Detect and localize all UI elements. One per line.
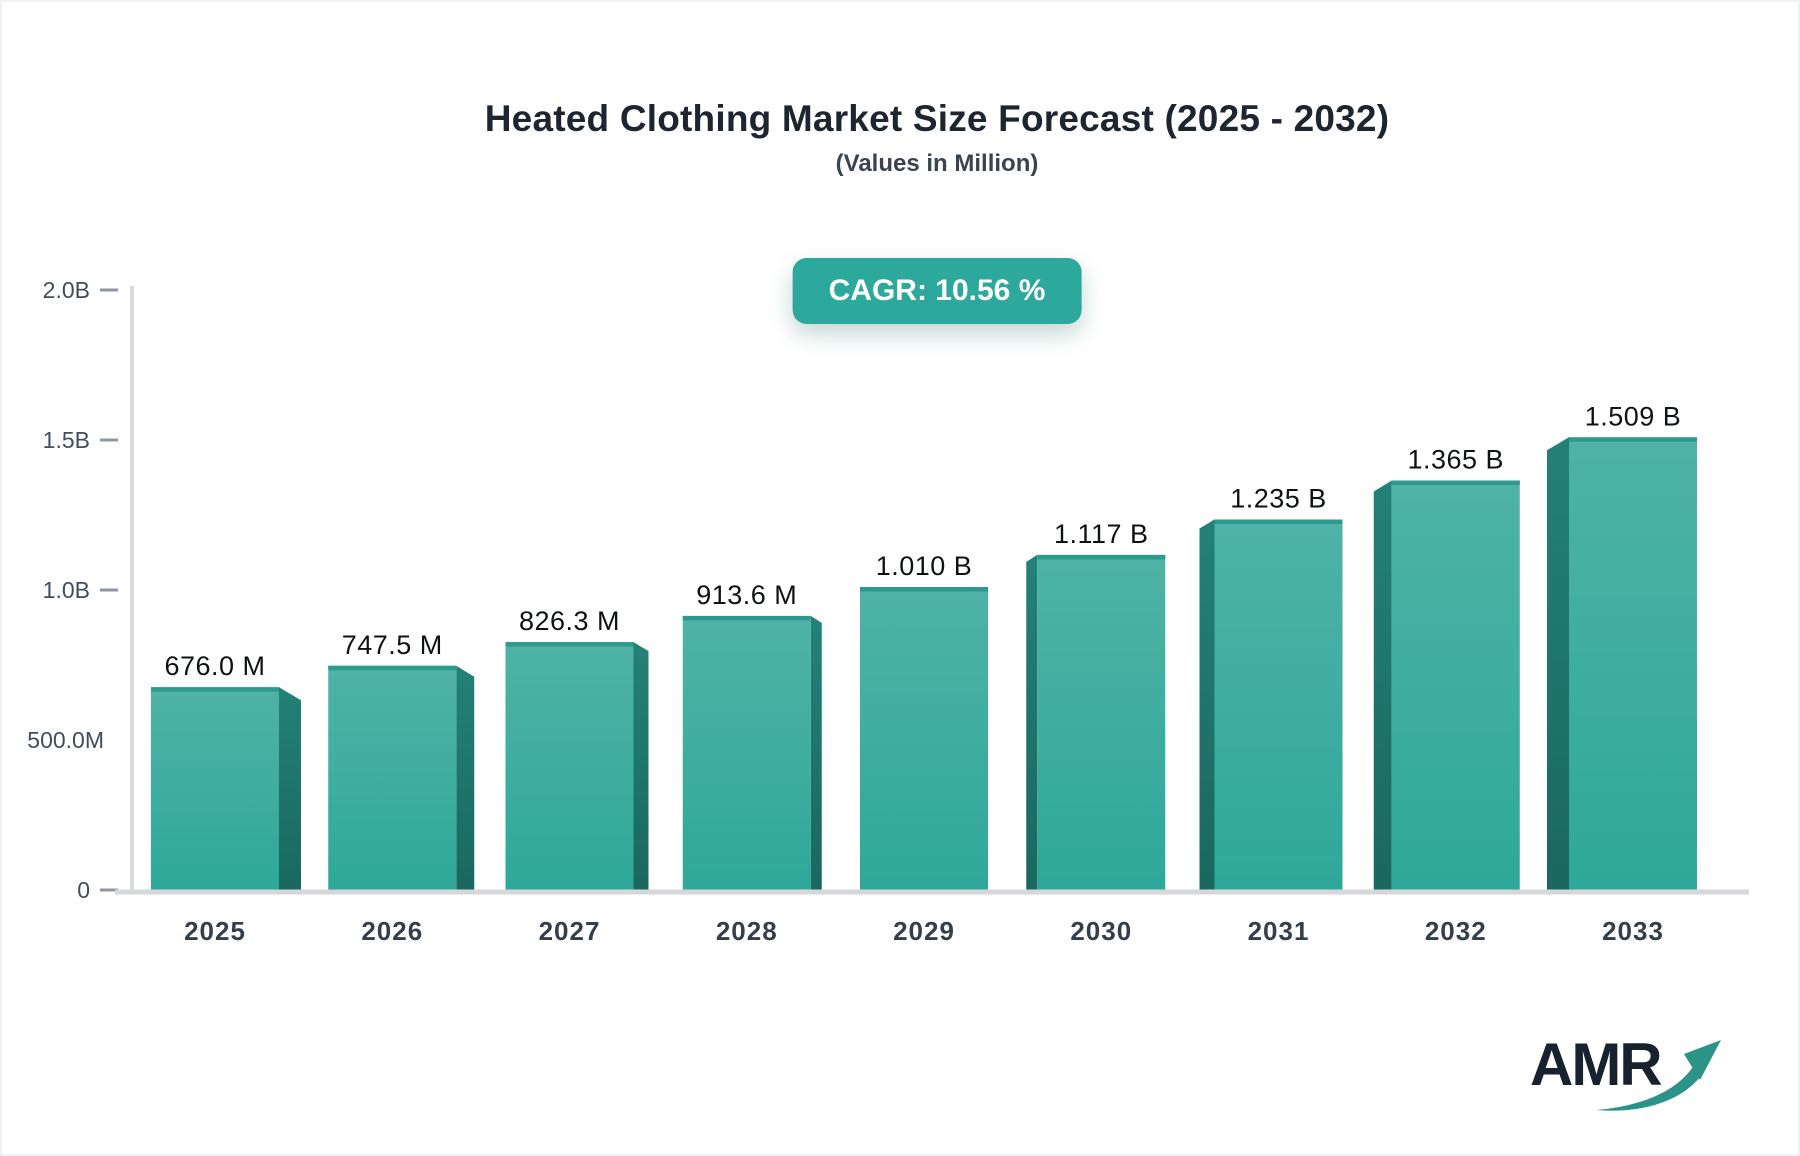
bar-side-face (456, 665, 475, 890)
bar-group-2027: 826.3 M 2027 (505, 606, 649, 946)
cagr-badge-label: CAGR: 10.56 % (828, 274, 1046, 307)
x-axis-label: 2033 (1602, 916, 1664, 946)
bar-group-2032: 1.365 B 2032 (1373, 445, 1520, 946)
bar-top-edge (151, 687, 279, 692)
bar-top-edge (1214, 519, 1343, 524)
x-axis-label: 2028 (716, 916, 778, 946)
chart-title: Heated Clothing Market Size Forecast (20… (484, 98, 1390, 139)
bar-top-edge (505, 642, 634, 647)
bar-top-edge (1037, 554, 1166, 560)
bar-value-label: 1.117 B (1054, 519, 1149, 549)
bar-value-label: 913.6 M (696, 580, 797, 610)
bar-top-edge (1391, 480, 1520, 485)
bar-fill (151, 687, 279, 890)
bar-side-face (633, 642, 649, 890)
bar-group-2028: 913.6 M 2028 (682, 580, 822, 946)
x-axis-label: 2026 (361, 916, 423, 946)
growth-arrow-icon (1596, 1040, 1721, 1111)
chart-subtitle: (Values in Million) (835, 150, 1039, 177)
bar-fill (505, 642, 634, 890)
bar-side-face (1026, 554, 1038, 890)
y-axis-tick-label: 1.5B (43, 427, 90, 453)
bar-side-face (810, 615, 822, 890)
bar-group-2033: 1.509 B 2033 (1547, 401, 1697, 946)
bar-fill (1391, 480, 1520, 890)
bar-fill (860, 587, 988, 890)
amr-logo: AMR (1530, 1030, 1790, 1126)
bar-fill (682, 615, 811, 890)
x-axis-label: 2025 (184, 916, 246, 946)
bar-group-2029: 1.010 B 2029 (860, 551, 988, 946)
x-axis-label: 2031 (1248, 916, 1310, 946)
bar-top-edge (682, 615, 811, 621)
bar-group-2026: 747.5 M 2026 (328, 630, 475, 946)
y-axis-tick-label: 2.0B (43, 277, 90, 303)
bar-side-face (1547, 437, 1569, 890)
bar-fill (328, 665, 457, 890)
bar-top-edge (860, 587, 988, 592)
bar-group-2030: 1.117 B 2030 (1026, 519, 1166, 946)
y-axis-tick-label: 0 (77, 877, 90, 903)
amr-logo-text: AMR (1530, 1031, 1663, 1098)
x-axis-label: 2030 (1070, 916, 1132, 946)
cagr-badge: CAGR: 10.56 % (792, 258, 1082, 324)
bar-value-label: 747.5 M (342, 630, 443, 660)
bar-fill (1214, 519, 1343, 890)
bar-value-label: 676.0 M (164, 651, 265, 681)
bar-value-label: 1.235 B (1230, 484, 1327, 514)
x-axis-label: 2032 (1425, 916, 1487, 946)
bar-top-edge (1569, 437, 1697, 442)
bar-value-label: 1.365 B (1407, 445, 1504, 475)
y-axis-tick-label: 1.0B (43, 577, 90, 603)
bar-value-label: 1.010 B (876, 551, 973, 581)
bar-group-2025: 676.0 M 2025 (151, 651, 301, 946)
bar-fill (1569, 437, 1697, 890)
bar-side-face (279, 687, 301, 890)
bar-side-face (1199, 519, 1215, 890)
bar-value-label: 826.3 M (519, 606, 620, 636)
x-axis-label: 2027 (539, 916, 601, 946)
bar-value-label: 1.509 B (1585, 401, 1682, 431)
bar-side-face (1373, 480, 1392, 890)
x-axis-line (115, 889, 1749, 895)
x-axis-label: 2029 (893, 916, 955, 946)
bar-group-2031: 1.235 B 2031 (1199, 484, 1343, 946)
bar-top-edge (328, 665, 457, 671)
bar-fill (1037, 554, 1166, 890)
y-axis-tick-label: 500.0M (27, 727, 104, 753)
